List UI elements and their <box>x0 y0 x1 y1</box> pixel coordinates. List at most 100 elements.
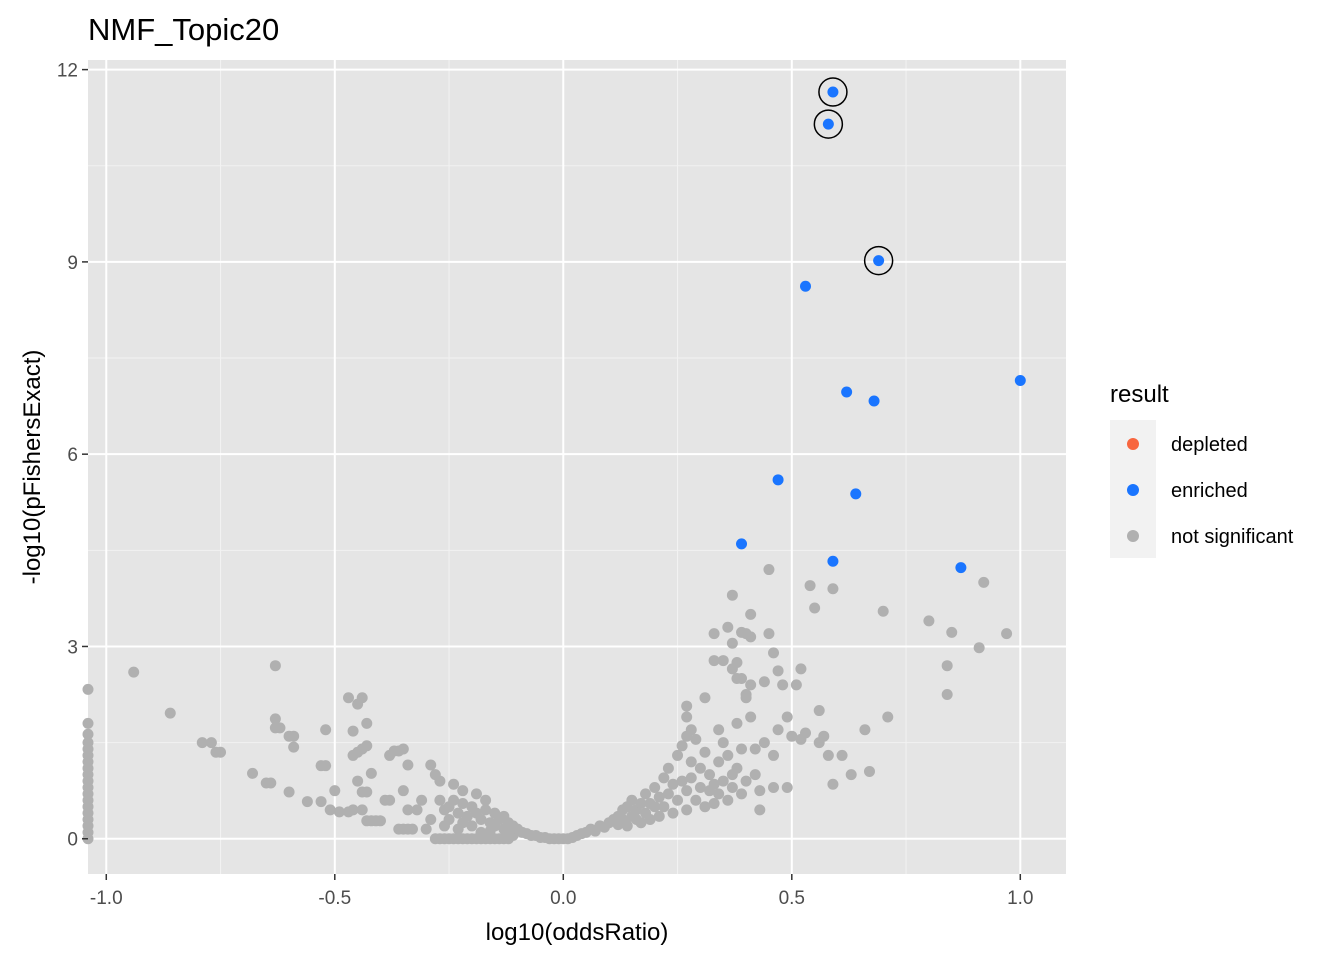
not-significant-point <box>128 666 140 678</box>
not-significant-point <box>644 814 656 826</box>
not-significant-point <box>374 815 386 827</box>
legend-entry-label: enriched <box>1171 480 1248 502</box>
y-axis: 0 3 6 9 12 <box>57 61 88 851</box>
not-significant-point <box>397 785 409 797</box>
y-tick-label: 9 <box>67 253 78 274</box>
not-significant-point <box>434 794 446 806</box>
not-significant-point <box>347 749 359 761</box>
legend-key-dot <box>1127 484 1139 496</box>
not-significant-point <box>768 749 780 761</box>
not-significant-point <box>708 655 720 667</box>
not-significant-point <box>745 679 757 691</box>
not-significant-point <box>301 796 313 808</box>
not-significant-point <box>653 791 665 803</box>
not-significant-point <box>265 777 277 789</box>
not-significant-point <box>457 785 469 797</box>
not-significant-point <box>411 804 423 816</box>
not-significant-point <box>781 781 793 793</box>
not-significant-point <box>662 788 674 800</box>
not-significant-point <box>635 817 647 829</box>
not-significant-point <box>941 689 953 701</box>
not-significant-point <box>713 788 725 800</box>
not-significant-point <box>763 564 775 576</box>
legend-title: result <box>1110 381 1169 408</box>
y-axis-title: -log10(pFishersExact) <box>19 350 46 585</box>
not-significant-point <box>196 737 208 749</box>
not-significant-point <box>681 804 693 816</box>
not-significant-point <box>685 724 697 736</box>
not-significant-point <box>480 794 492 806</box>
not-significant-point <box>347 725 359 737</box>
enriched-point <box>850 488 862 500</box>
x-axis-title: log10(oddsRatio) <box>486 919 669 946</box>
legend-key-dot <box>1127 438 1139 450</box>
not-significant-point <box>736 743 748 755</box>
not-significant-point <box>804 580 816 592</box>
enriched-point <box>736 538 748 550</box>
not-significant-point <box>827 583 839 595</box>
enriched-point <box>772 474 784 486</box>
enriched-point <box>827 555 839 567</box>
not-significant-point <box>786 730 798 742</box>
not-significant-point <box>863 765 875 777</box>
not-significant-point <box>658 772 670 784</box>
x-axis: -1.0 -0.5 0.0 0.5 1.0 <box>90 874 1034 909</box>
enriched-point <box>868 395 880 407</box>
not-significant-point <box>352 775 364 787</box>
not-significant-point <box>269 713 281 725</box>
not-significant-point <box>662 762 674 774</box>
not-significant-point <box>923 615 935 627</box>
not-significant-point <box>690 794 702 806</box>
minor-gridlines <box>88 60 1066 874</box>
not-significant-point <box>777 679 789 691</box>
not-significant-point <box>768 647 780 659</box>
not-significant-point <box>448 778 460 790</box>
not-significant-point <box>882 711 894 723</box>
not-significant-point <box>457 797 469 809</box>
not-significant-point <box>205 737 217 749</box>
not-significant-point <box>946 626 958 638</box>
not-significant-point <box>82 717 94 729</box>
not-significant-point <box>448 794 460 806</box>
not-significant-point <box>763 628 775 640</box>
not-significant-point <box>365 767 377 779</box>
not-significant-point <box>356 804 368 816</box>
enriched-point <box>955 562 967 574</box>
not-significant-point <box>384 794 396 806</box>
not-significant-point <box>941 660 953 672</box>
not-significant-point <box>672 749 684 761</box>
not-significant-point <box>434 775 446 787</box>
not-significant-point <box>790 679 802 691</box>
not-significant-point <box>731 717 743 729</box>
not-significant-point <box>672 794 684 806</box>
not-significant-point <box>164 707 176 719</box>
not-significant-point <box>658 801 670 813</box>
not-significant-point <box>402 759 414 771</box>
enriched-point <box>822 118 834 130</box>
not-significant-point <box>754 785 766 797</box>
not-significant-point <box>475 814 487 826</box>
not-significant-point <box>425 759 437 771</box>
not-significant-point <box>324 804 336 816</box>
not-significant-point <box>768 781 780 793</box>
not-significant-point <box>215 746 227 758</box>
not-significant-point <box>667 778 679 790</box>
not-significant-point <box>877 605 889 617</box>
not-significant-point <box>443 814 455 826</box>
not-significant-point <box>685 756 697 768</box>
not-significant-point <box>685 772 697 784</box>
not-significant-point <box>781 711 793 723</box>
not-significant-point <box>475 826 487 838</box>
not-significant-point <box>416 794 428 806</box>
not-significant-point <box>247 767 259 779</box>
legend-key-dot <box>1127 530 1139 542</box>
y-tick-label: 0 <box>67 830 78 851</box>
y-tick-label: 12 <box>57 61 78 82</box>
legend: result depleted enriched not significant <box>1110 381 1294 558</box>
not-significant-point <box>288 741 300 753</box>
x-tick-label: -0.5 <box>318 888 351 909</box>
not-significant-point <box>681 700 693 712</box>
not-significant-point <box>694 781 706 793</box>
not-significant-point <box>461 810 473 822</box>
not-significant-point <box>82 728 94 740</box>
